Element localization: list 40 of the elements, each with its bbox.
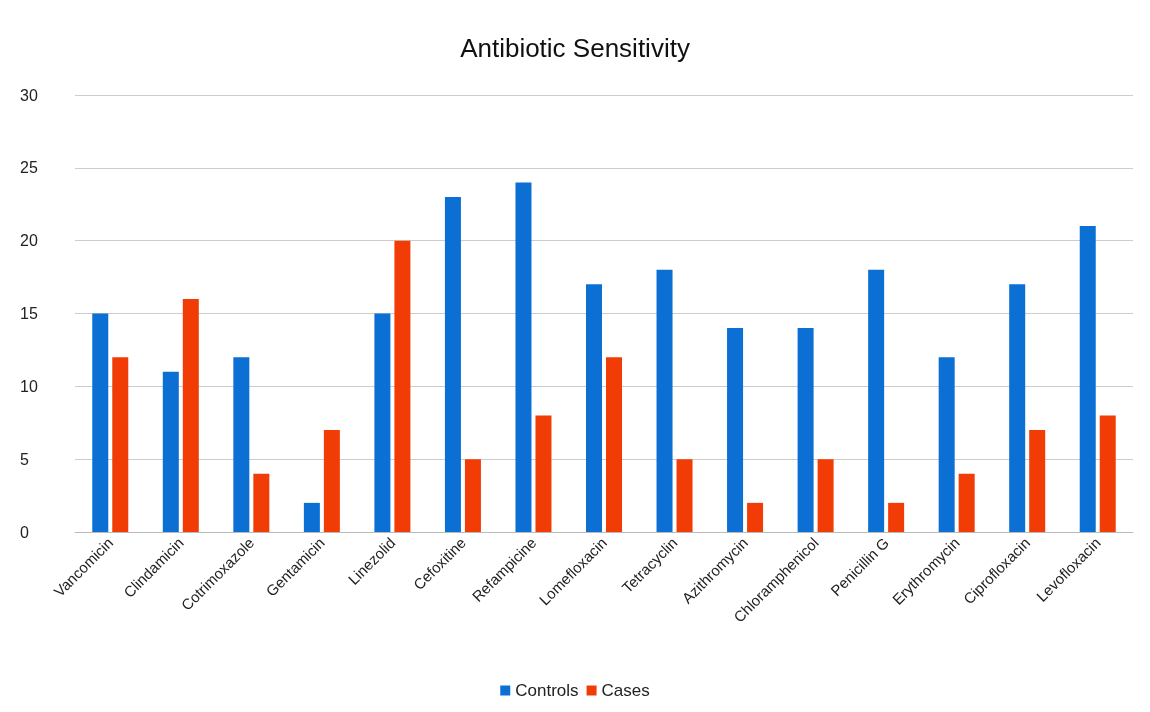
bar bbox=[303, 502, 320, 532]
bar bbox=[374, 313, 391, 532]
bar bbox=[92, 313, 109, 532]
bar bbox=[1079, 226, 1096, 532]
bar bbox=[817, 459, 834, 532]
bar bbox=[676, 459, 693, 532]
legend-label: Cases bbox=[601, 681, 650, 700]
bar bbox=[535, 415, 552, 532]
bar bbox=[112, 357, 129, 532]
bar bbox=[586, 284, 602, 532]
y-tick-label: 0 bbox=[20, 523, 29, 541]
y-tick-label: 25 bbox=[20, 159, 38, 177]
bar bbox=[394, 240, 411, 532]
legend-label: Controls bbox=[515, 681, 579, 700]
y-tick-label: 20 bbox=[20, 232, 38, 250]
bar bbox=[958, 473, 975, 532]
bar bbox=[253, 473, 270, 532]
bar bbox=[464, 459, 481, 532]
bar bbox=[162, 371, 179, 532]
bar bbox=[656, 269, 673, 532]
bar bbox=[1099, 415, 1116, 532]
bar bbox=[1029, 430, 1046, 532]
bar bbox=[323, 430, 340, 532]
y-tick-label: 5 bbox=[20, 450, 29, 468]
bar bbox=[444, 196, 461, 532]
bar bbox=[727, 328, 744, 532]
bar bbox=[606, 357, 622, 532]
bar bbox=[797, 328, 814, 532]
bar bbox=[938, 357, 955, 532]
chart-title: Antibiotic Sensitivity bbox=[460, 33, 690, 63]
bar bbox=[1009, 284, 1026, 532]
y-tick-label: 10 bbox=[20, 377, 38, 395]
bar bbox=[233, 357, 250, 532]
bar bbox=[182, 298, 199, 532]
bar bbox=[747, 502, 764, 532]
bar bbox=[515, 182, 532, 532]
bar bbox=[868, 269, 885, 532]
y-tick-label: 15 bbox=[20, 305, 38, 322]
bar bbox=[888, 502, 905, 532]
y-tick-label: 30 bbox=[20, 86, 38, 104]
